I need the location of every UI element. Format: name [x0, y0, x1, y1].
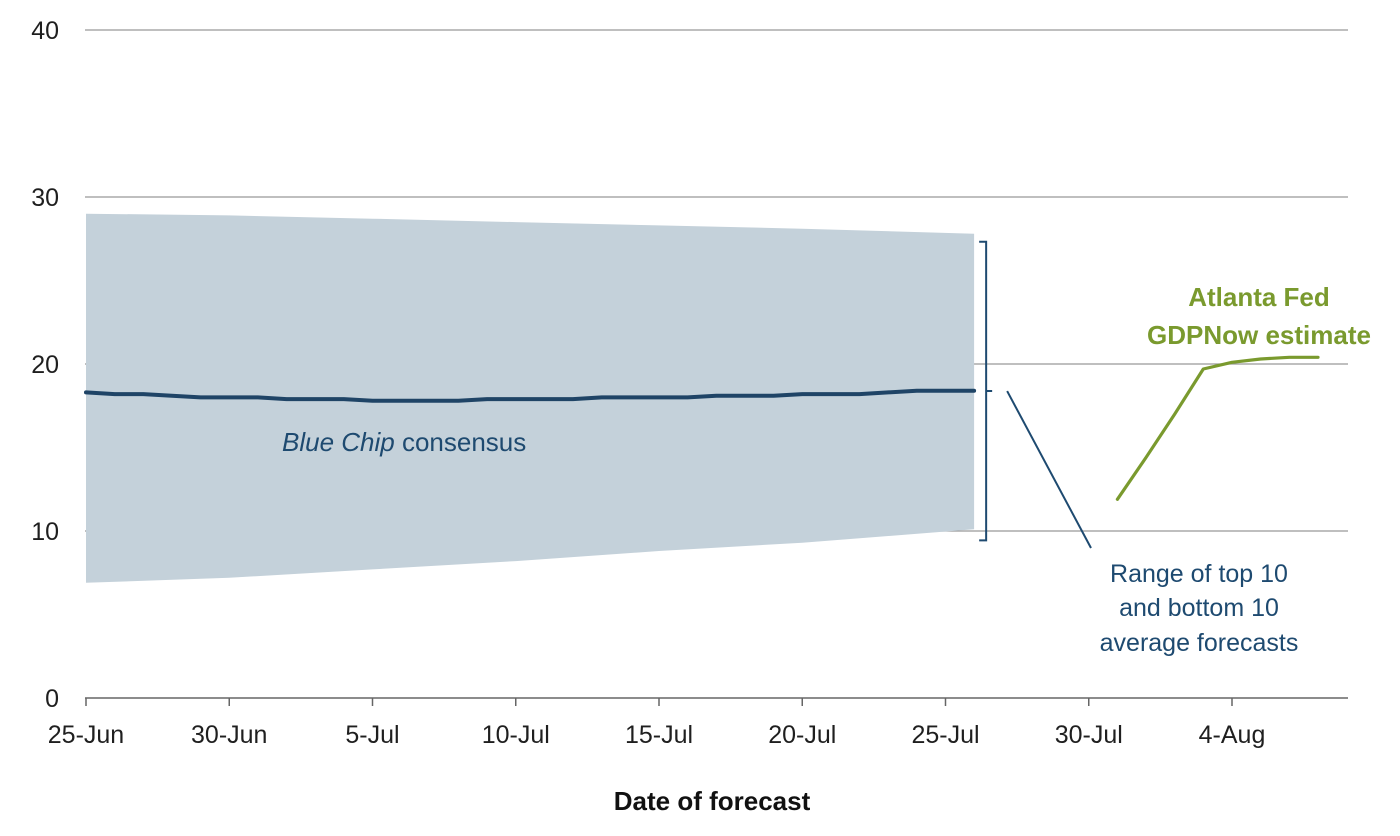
x-tick-label-5-Jul: 5-Jul [345, 721, 399, 749]
x-tick-label-4-Aug: 4-Aug [1199, 721, 1266, 749]
range-label-line-2: and bottom 10 [1119, 594, 1279, 622]
consensus-label: Blue Chip consensus [282, 427, 526, 457]
range-label-line-1: Range of top 10 [1110, 560, 1288, 588]
x-tick-label-10-Jul: 10-Jul [482, 721, 550, 749]
axes: 0 10 20 30 40 25-Jun 30-Jun 5-Jul 10-Jul 15-Jul 20… [31, 17, 1348, 749]
consensus-label-italic: Blue Chip [282, 427, 395, 457]
series-lines [84, 355, 1320, 501]
x-tick-label-15-Jul: 15-Jul [625, 721, 693, 749]
range-leader-line [1006, 390, 1092, 549]
x-tick-label-25-Jun: 25-Jun [48, 721, 124, 749]
x-tick-label-20-Jul: 20-Jul [768, 721, 836, 749]
range-label-line-3: average forecasts [1100, 629, 1299, 657]
y-tick-label-30: 30 [31, 184, 59, 212]
gdpnow-line [1115, 355, 1320, 501]
gdpnow-label-line-2: GDPNow estimate [1147, 320, 1371, 350]
y-tick-label-0: 0 [45, 685, 59, 713]
range-bracket [979, 240, 993, 542]
x-axis-label: Date of forecast [614, 786, 811, 816]
consensus-line [84, 388, 977, 403]
x-tick-label-30-Jul: 30-Jul [1055, 721, 1123, 749]
x-tick-label-25-Jul: 25-Jul [911, 721, 979, 749]
y-tick-label-20: 20 [31, 351, 59, 379]
consensus-label-rest: consensus [395, 427, 527, 457]
x-tick-label-30-Jun: 30-Jun [191, 721, 267, 749]
annotations: Blue Chip consensus Range of top 10 and … [282, 240, 1371, 816]
y-tick-label-40: 40 [31, 17, 59, 45]
gdpnow-label-line-1: Atlanta Fed [1188, 282, 1330, 312]
y-tick-label-10: 10 [31, 518, 59, 546]
